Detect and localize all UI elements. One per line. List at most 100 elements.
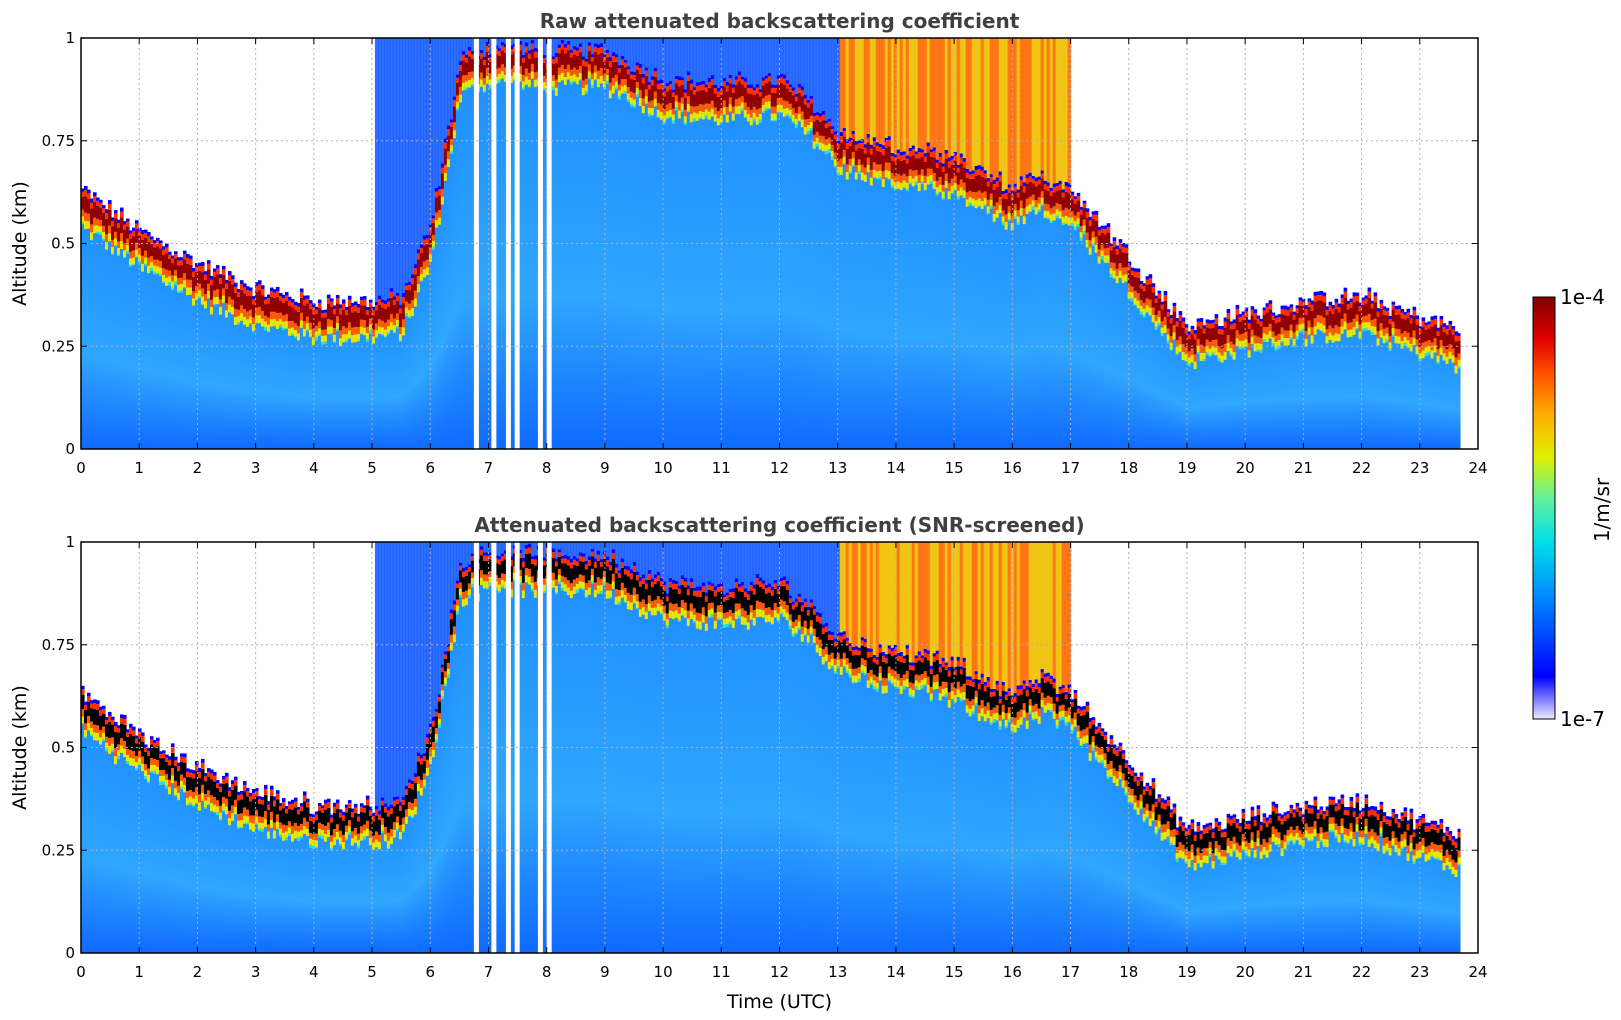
cloud-cell	[1142, 286, 1147, 291]
cloud-cell	[1124, 267, 1129, 275]
cloud-cell	[89, 700, 94, 704]
cloud-cell	[896, 38, 901, 150]
cloud-cell	[455, 580, 460, 584]
cloud-cell	[833, 152, 838, 160]
cloud-cell	[353, 326, 358, 335]
cloud-cell	[1199, 352, 1204, 361]
cloud-cell	[215, 265, 220, 269]
aerosol-cell	[287, 316, 292, 449]
cloud-cell	[893, 182, 898, 189]
cloud-cell	[503, 74, 508, 82]
time-column	[437, 38, 442, 449]
cloud-cell	[827, 137, 832, 144]
noise-cell	[725, 38, 730, 82]
aerosol-cell	[1250, 332, 1255, 449]
cloud-cell	[332, 314, 337, 328]
cloud-cell	[947, 38, 952, 158]
aerosol-cell	[293, 317, 298, 449]
cloud-cell	[107, 233, 112, 242]
cloud-cell	[713, 93, 718, 108]
noise-cell	[416, 38, 421, 250]
cloud-cell	[1226, 313, 1231, 320]
cloud-cell	[944, 153, 949, 159]
cloud-cell	[152, 271, 157, 275]
cloud-cell	[81, 191, 85, 197]
cloud-cell	[116, 227, 121, 242]
aerosol-cell	[566, 70, 571, 449]
cloud-cell	[218, 299, 223, 307]
cloud-cell	[1202, 359, 1207, 362]
cloud-cell	[269, 785, 274, 790]
cloud-cell	[356, 312, 361, 327]
cloud-cell	[263, 315, 268, 322]
cloud-cell	[203, 308, 208, 309]
aerosol-cell	[1316, 320, 1321, 449]
cloud-cell	[281, 321, 286, 328]
aerosol-cell	[287, 820, 292, 953]
cloud-cell	[1139, 305, 1144, 312]
cloud-cell	[887, 136, 892, 141]
time-column	[272, 796, 277, 953]
cloud-cell	[1391, 304, 1396, 310]
cloud-cell	[1277, 321, 1282, 334]
time-column	[164, 243, 169, 449]
cloud-cell	[830, 126, 835, 130]
cloud-cell	[113, 238, 118, 246]
cloud-cell	[926, 176, 931, 185]
x-tick-label: 11	[712, 459, 731, 477]
aerosol-cell	[1388, 327, 1393, 449]
cloud-cell	[437, 701, 442, 714]
cloud-cell	[140, 736, 145, 742]
cloud-cell	[92, 202, 97, 218]
cloud-cell	[1238, 347, 1243, 350]
cloud-cell	[1262, 307, 1267, 311]
cloud-cell	[377, 810, 382, 815]
aerosol-cell	[374, 825, 379, 953]
cloud-cell	[581, 80, 586, 88]
cloud-cell	[401, 830, 406, 833]
cloud-cell	[950, 155, 955, 160]
noise-cell	[467, 542, 472, 565]
cloud-cell	[509, 75, 514, 83]
cloud-cell	[494, 555, 499, 559]
cloud-cell	[647, 113, 652, 117]
noise-cell	[581, 38, 586, 57]
cloud-cell	[824, 127, 829, 140]
cloud-cell	[158, 758, 163, 771]
cloud-cell	[1079, 226, 1084, 232]
cloud-cell	[1088, 225, 1093, 241]
cloud-cell	[224, 279, 229, 284]
aerosol-cell	[1196, 344, 1201, 449]
cloud-cell	[143, 257, 148, 264]
cloud-cell	[560, 43, 565, 50]
aerosol-cell	[377, 320, 382, 449]
cloud-cell	[488, 79, 493, 86]
time-column	[257, 280, 262, 449]
cloud-cell	[833, 159, 838, 166]
cloud-cell	[1274, 318, 1279, 324]
cloud-cell	[81, 689, 85, 695]
cloud-cell	[986, 181, 991, 187]
time-column	[740, 38, 745, 449]
cloud-cell	[275, 793, 280, 800]
time-column	[302, 791, 307, 953]
cloud-cell	[467, 589, 472, 596]
cloud-cell	[713, 114, 718, 122]
aerosol-cell	[1277, 327, 1282, 449]
cloud-cell	[446, 668, 451, 675]
cloud-cell	[821, 114, 826, 121]
aerosol-cell	[434, 721, 439, 953]
cloud-cell	[290, 803, 295, 810]
cloud-cell	[1289, 330, 1294, 337]
cloud-cell	[692, 87, 697, 91]
cloud-cell	[803, 119, 808, 127]
cloud-cell	[266, 801, 271, 805]
time-column	[557, 38, 562, 449]
time-column	[170, 743, 175, 953]
time-column	[608, 38, 613, 449]
cloud-cell	[1427, 324, 1432, 329]
cloud-cell	[1085, 212, 1090, 218]
cloud-cell	[407, 782, 412, 788]
cloud-cell	[1361, 300, 1366, 305]
cloud-cell	[383, 309, 388, 323]
